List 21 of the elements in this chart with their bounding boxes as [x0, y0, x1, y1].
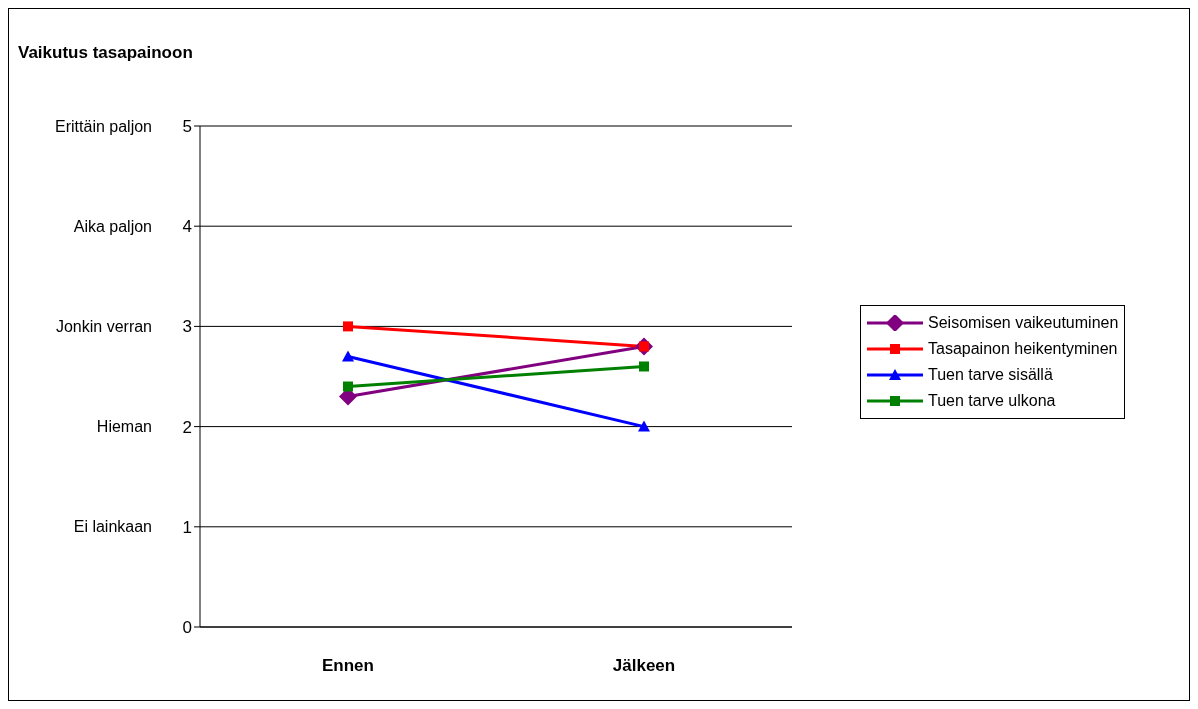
text: Jonkin verran: [55, 318, 152, 336]
text: Erittäin paljon: [55, 117, 152, 135]
y-tick-label: 2: [182, 417, 192, 437]
y-tick-label: 5: [182, 117, 192, 137]
legend-label: Tasapainon heikentyminen: [928, 340, 1118, 358]
legend-label: Seisomisen vaikeutuminen: [928, 314, 1119, 332]
text: Hieman: [96, 418, 152, 436]
text: Ei lainkaan: [73, 518, 152, 536]
y-tick-label: 1: [182, 517, 192, 537]
point: [343, 381, 353, 392]
x-tick-label: Jälkeen: [612, 656, 676, 676]
point: [639, 361, 649, 372]
text: Aika paljon: [73, 217, 152, 235]
y-tick-label: 0: [182, 618, 192, 638]
legend-label: Tuen tarve ulkona: [928, 392, 1056, 410]
y-tick-label: 3: [182, 317, 192, 337]
point: [343, 321, 353, 332]
y-tick-label: 4: [182, 217, 192, 237]
x-tick-label: Ennen: [322, 656, 374, 676]
chart-title: Vaikutus tasapainoon: [18, 43, 193, 63]
legend-label: Tuen tarve sisällä: [928, 366, 1053, 384]
